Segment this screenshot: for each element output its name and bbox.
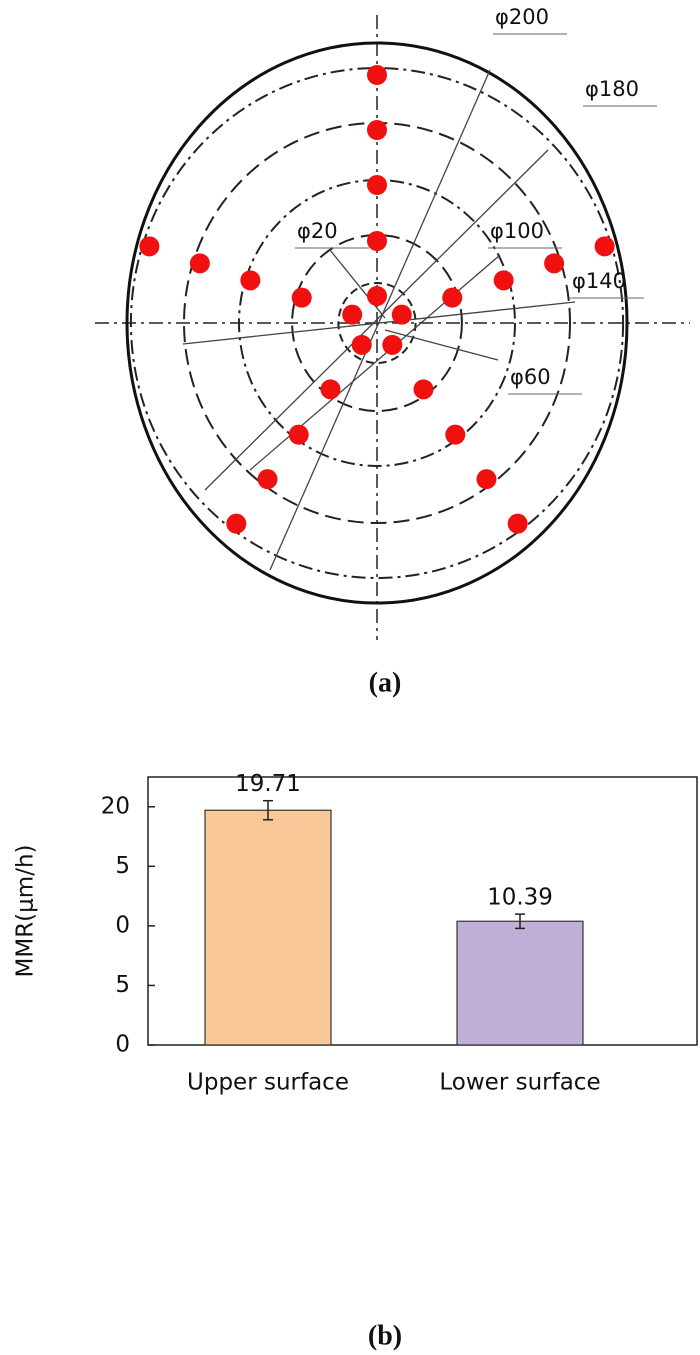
plot-frame <box>147 776 698 1046</box>
error-bar <box>263 799 273 821</box>
measure-point <box>226 513 247 534</box>
y-tick-label: 0 <box>115 1032 130 1058</box>
measure-point <box>351 334 372 355</box>
y-tick-label: 20 <box>101 793 130 819</box>
caption-a: (a) <box>369 667 402 698</box>
measure-point <box>594 236 615 257</box>
measure-point <box>476 469 497 490</box>
diameter-label: φ180 <box>585 77 639 101</box>
diagram <box>95 15 690 640</box>
measure-point <box>413 379 434 400</box>
measure-point <box>367 120 387 140</box>
leader-line <box>384 329 499 361</box>
measure-point <box>367 175 387 195</box>
measure-point <box>342 304 363 325</box>
diameter-label: φ100 <box>490 219 544 243</box>
measure-point <box>139 236 160 257</box>
measure-point <box>240 270 261 291</box>
measure-point <box>367 65 387 85</box>
diameter-label: φ20 <box>297 219 338 243</box>
y-tick-label: 5 <box>115 853 130 879</box>
ring <box>337 282 417 364</box>
bar <box>456 920 584 1046</box>
outer-circle <box>125 41 629 605</box>
measure-point <box>544 253 565 274</box>
value-label: 10.39 <box>487 885 553 911</box>
x-tick-label: Lower surface <box>439 1070 600 1096</box>
measure-point <box>189 253 210 274</box>
diameter-label: φ200 <box>495 5 549 29</box>
measure-point <box>442 287 463 308</box>
measure-point <box>445 424 466 445</box>
measure-point <box>288 424 309 445</box>
error-bar <box>515 913 525 930</box>
y-tick-label: 0 <box>115 912 130 938</box>
measure-point <box>493 270 514 291</box>
y-tick-label: 5 <box>115 972 130 998</box>
bar <box>204 809 332 1046</box>
measure-point <box>257 469 278 490</box>
x-tick-label: Upper surface <box>187 1070 349 1096</box>
measure-point <box>291 287 312 308</box>
leader-line <box>204 149 549 491</box>
measure-point <box>367 286 387 306</box>
measure-point <box>320 379 341 400</box>
measure-point <box>507 513 528 534</box>
measure-point <box>382 334 403 355</box>
leader-line <box>182 301 576 345</box>
y-axis-label: MMR(μm/h) <box>13 845 39 978</box>
caption-b: (b) <box>368 1320 402 1351</box>
diameter-label: φ60 <box>510 365 551 389</box>
value-label: 19.71 <box>235 771 301 797</box>
measure-point <box>367 231 387 251</box>
measure-point <box>391 304 412 325</box>
diameter-label: φ140 <box>572 269 626 293</box>
leader-line <box>329 249 386 319</box>
leader-line <box>269 69 491 571</box>
